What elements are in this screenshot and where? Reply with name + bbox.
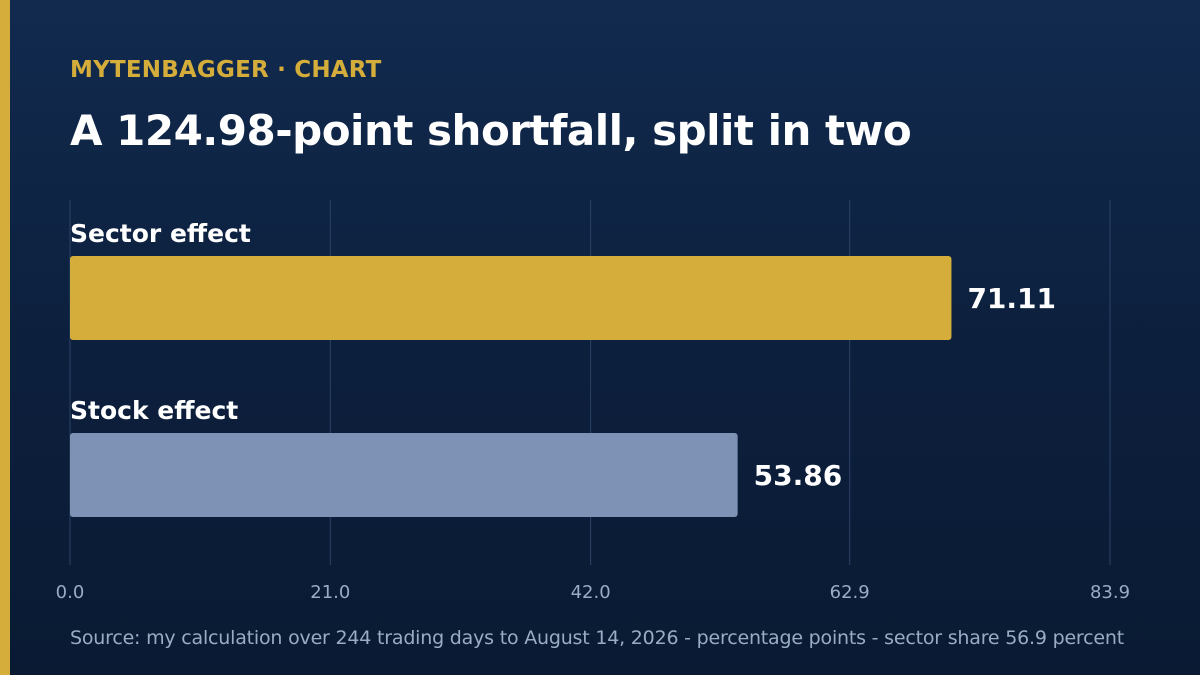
kicker-label: MYTENBAGGER · CHART [70,57,382,83]
bars: Sector effect 71.11 Stock effect 53.86 [70,219,1056,517]
accent-stripe [0,0,10,675]
category-label: Sector effect [70,219,251,248]
bar-value-label: 71.11 [967,282,1056,315]
category-label: Stock effect [70,396,238,425]
bar [70,433,738,517]
bar [70,256,952,340]
source-note: Source: my calculation over 244 trading … [70,627,1124,649]
x-tick-label: 62.9 [830,582,870,603]
x-tick-label: 0.0 [56,582,85,603]
x-tick-label: 83.9 [1090,582,1130,603]
x-tick-label: 21.0 [310,582,350,603]
x-axis-ticks: 0.0 21.0 42.0 62.9 83.9 [56,582,1130,603]
chart-title: A 124.98-point shortfall, split in two [70,106,912,155]
bar-value-label: 53.86 [754,459,843,492]
x-tick-label: 42.0 [571,582,611,603]
